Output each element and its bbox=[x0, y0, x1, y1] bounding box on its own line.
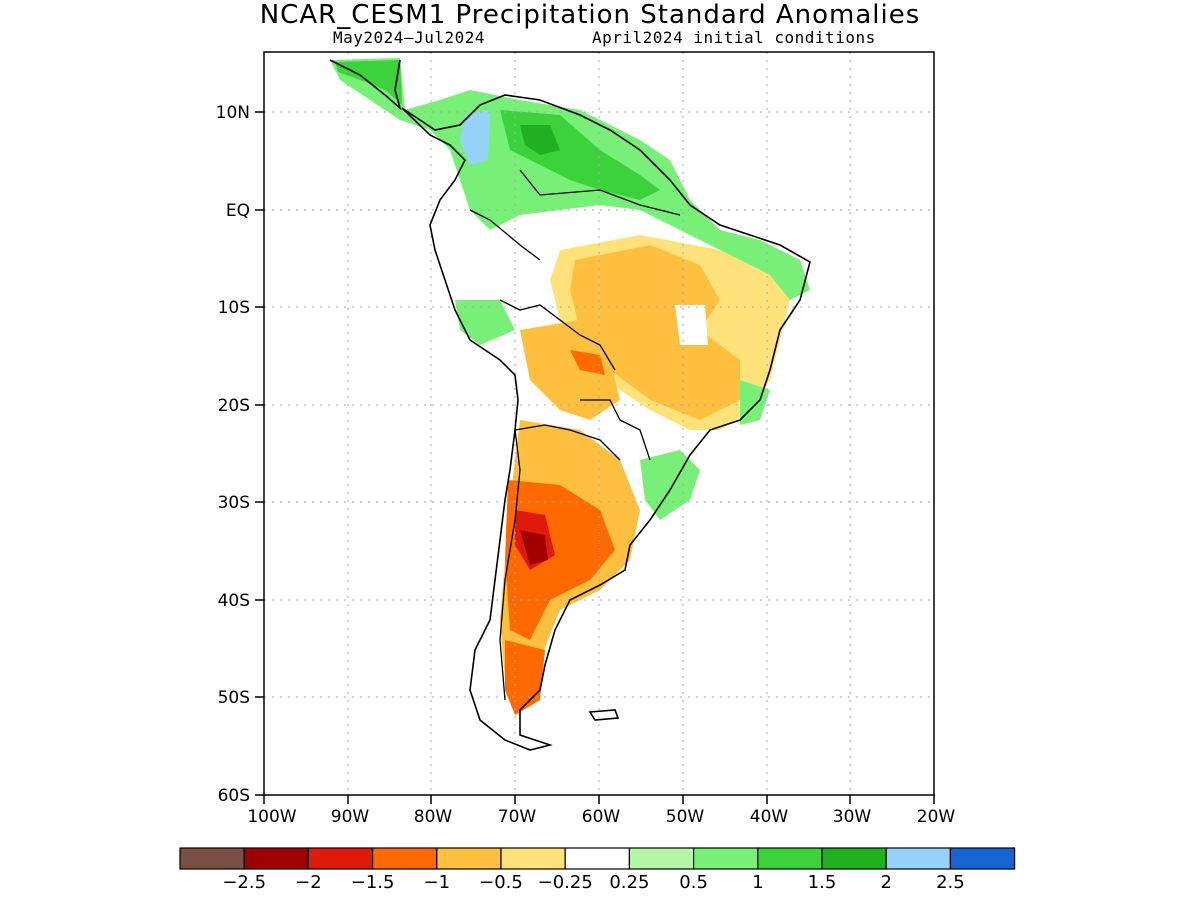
border-line bbox=[580, 399, 651, 461]
lon-label: 90W bbox=[331, 807, 370, 827]
lon-label: 100W bbox=[247, 807, 296, 827]
anomaly-region-argentina-core bbox=[520, 530, 548, 565]
colorbar-swatch bbox=[628, 847, 695, 870]
forecast-period: May2024—Jul2024 bbox=[333, 28, 485, 47]
longitude-labels: 100W 90W 80W 70W 60W 50W 40W 30W 20W bbox=[247, 807, 955, 827]
colorbar-label: −1 bbox=[424, 872, 451, 893]
colorbar-label: −1.5 bbox=[351, 872, 395, 893]
colorbar-label: 1 bbox=[752, 872, 763, 893]
colorbar-swatch bbox=[949, 847, 1016, 870]
colorbar-label: 1.5 bbox=[808, 872, 837, 893]
colorbar-swatch bbox=[307, 847, 374, 870]
colorbar-label: 2 bbox=[880, 872, 891, 893]
lat-label: 40S bbox=[218, 591, 250, 611]
colorbar-swatch bbox=[564, 847, 631, 870]
anomaly-region-brazil-dry bbox=[570, 245, 740, 420]
border-line bbox=[519, 169, 681, 216]
anomaly-field bbox=[330, 58, 810, 715]
anomaly-region-venezuela-core bbox=[520, 125, 560, 155]
colorbar-swatch bbox=[500, 847, 566, 870]
central-america-coastline bbox=[329, 59, 402, 111]
lon-label: 30W bbox=[833, 807, 872, 827]
colorbar-swatch bbox=[179, 847, 245, 870]
border-line bbox=[514, 424, 621, 461]
anomaly-region-colombia-high bbox=[460, 110, 490, 165]
colorbar-label: −2.5 bbox=[222, 872, 266, 893]
axis-ticks bbox=[255, 111, 935, 804]
colorbar-label: 0.5 bbox=[679, 872, 708, 893]
colorbar-swatch bbox=[243, 847, 309, 870]
colorbar-swatch bbox=[692, 847, 759, 870]
colorbar-label: 0.25 bbox=[609, 872, 649, 893]
colorbar-label: −2 bbox=[295, 872, 322, 893]
lat-label: 50S bbox=[218, 688, 250, 708]
colorbar-label: −0.25 bbox=[538, 872, 593, 893]
colorbar-swatch bbox=[372, 847, 438, 870]
latitude-labels: 10N EQ 10S 20S 30S 40S 50S 60S bbox=[216, 103, 250, 806]
country-borders bbox=[469, 169, 681, 701]
lon-label: 40W bbox=[750, 807, 789, 827]
anomaly-region-bolivia-dry bbox=[520, 320, 620, 420]
figure-title: NCAR_CESM1 Precipitation Standard Anomal… bbox=[259, 0, 921, 30]
lat-label: 30S bbox=[218, 493, 250, 513]
colorbar-swatch bbox=[821, 847, 887, 870]
anomaly-region-southern-brazil-wet bbox=[640, 450, 700, 520]
coastlines bbox=[329, 59, 811, 751]
anomaly-region-patagonia-dry bbox=[505, 640, 545, 715]
lat-label: 60S bbox=[218, 786, 250, 806]
colorbar-label: 2.5 bbox=[936, 872, 965, 893]
lat-label: 10N bbox=[216, 103, 250, 123]
lon-label: 20W bbox=[917, 807, 956, 827]
colorbar-labels: −2.5 −2 −1.5 −1 −0.5 −0.25 0.25 0.5 1 1.5 2 2.5 bbox=[222, 872, 964, 893]
lon-label: 70W bbox=[498, 807, 537, 827]
colorbar-swatch bbox=[757, 847, 823, 870]
lat-label: 10S bbox=[218, 298, 250, 318]
border-line bbox=[469, 209, 541, 261]
lat-label: 20S bbox=[218, 396, 250, 416]
lon-label: 80W bbox=[414, 807, 453, 827]
colorbar-label: −0.5 bbox=[479, 872, 523, 893]
lon-label: 60W bbox=[582, 807, 621, 827]
initial-conditions: April2024 initial conditions bbox=[592, 28, 876, 47]
anomaly-region-peru-wet bbox=[455, 300, 515, 345]
falklands-coastline bbox=[588, 709, 620, 721]
border-line bbox=[499, 299, 616, 371]
border-line bbox=[499, 429, 521, 701]
lat-label: EQ bbox=[226, 201, 250, 221]
lon-label: 50W bbox=[666, 807, 705, 827]
anomaly-region-white-hole bbox=[675, 305, 708, 345]
colorbar-swatch bbox=[885, 847, 952, 870]
colorbar bbox=[179, 847, 1016, 870]
south-america-coastline bbox=[401, 94, 811, 751]
colorbar-swatch bbox=[436, 847, 502, 870]
anomaly-region-bolivia-core bbox=[570, 350, 605, 375]
